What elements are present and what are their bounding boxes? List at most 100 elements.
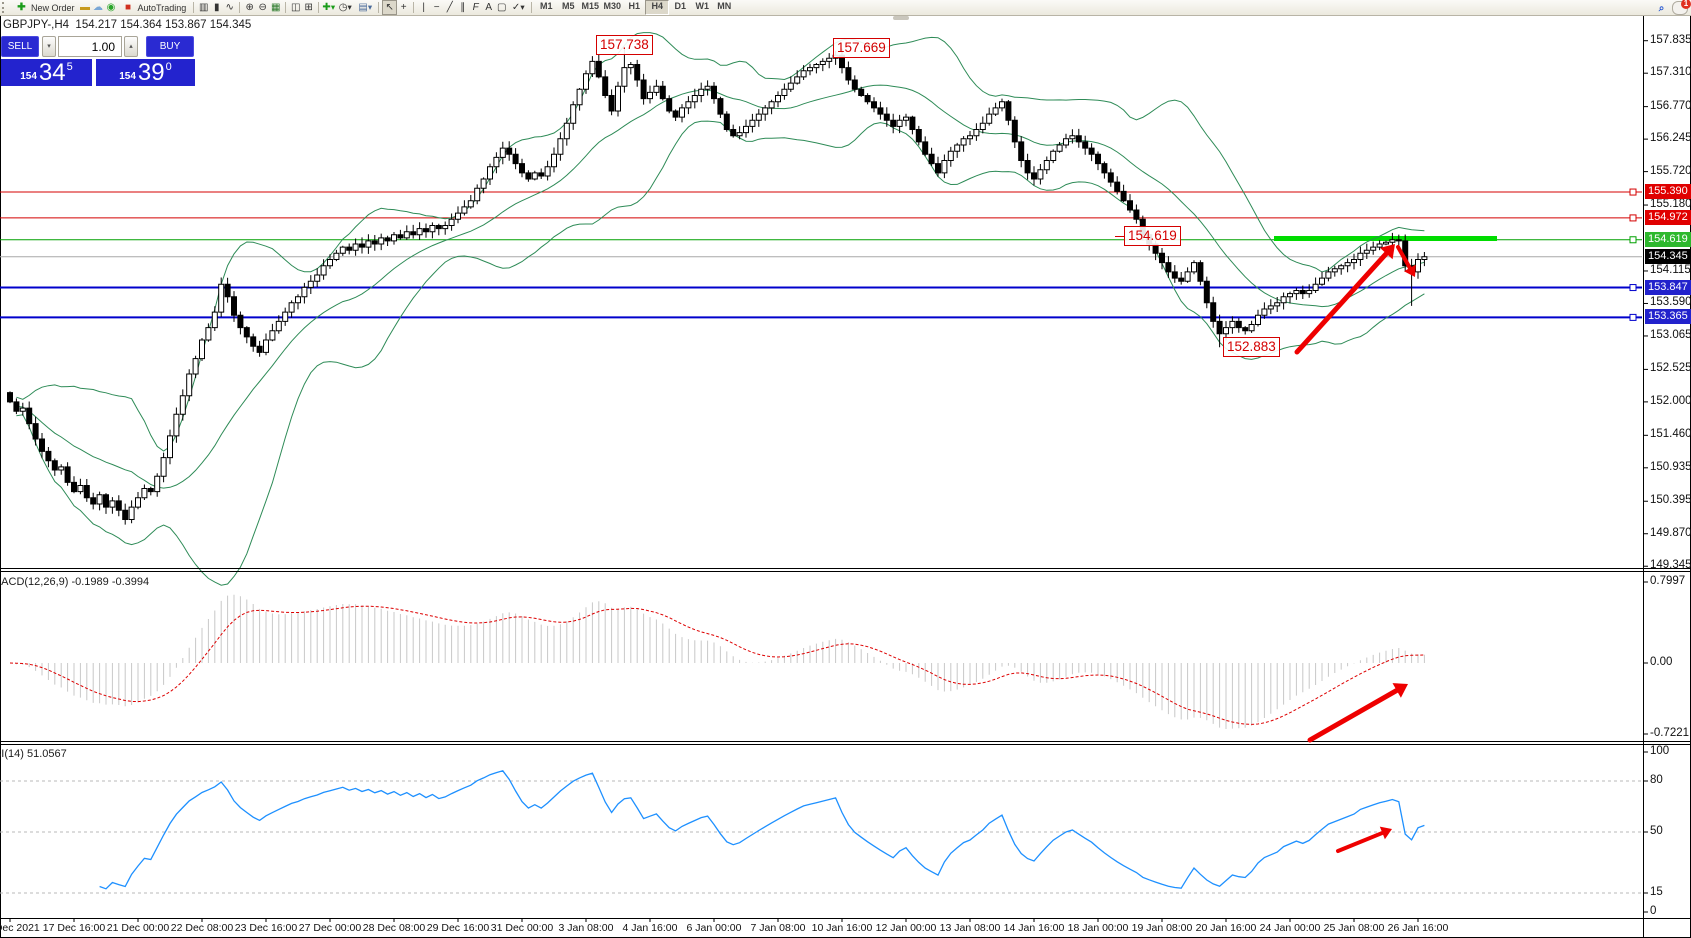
volume-increase-button[interactable]: ▴ <box>124 36 138 57</box>
arrows-tool-icon[interactable]: ✓▾ <box>511 2 525 13</box>
buy-quote-button[interactable]: 154 39 0 <box>96 59 195 86</box>
annotation-arrow <box>1307 687 1400 743</box>
price-callout[interactable]: 154.619 <box>1115 226 1181 246</box>
time-axis-label: 19 Jan 08:00 <box>1131 922 1193 934</box>
time-axis-label: 24 Jan 00:00 <box>1259 922 1321 934</box>
sell-price-main: 34 <box>38 59 66 86</box>
sell-quote-button[interactable]: 154 34 5 <box>1 59 92 86</box>
time-axis-label: 22 Dec 08:00 <box>170 922 234 934</box>
line-chart-icon[interactable]: ∿ <box>225 2 234 13</box>
cascade-windows-icon[interactable]: ⊞ <box>304 2 313 13</box>
autotrading-button[interactable]: ■ AutoTrading <box>118 1 191 14</box>
price-axis-label: 152.000 <box>1650 394 1691 407</box>
rsi-axis-label: 0 <box>1650 905 1657 917</box>
notifications-icon[interactable]: 1 <box>1672 0 1691 15</box>
timeframe-d1[interactable]: D1 <box>674 1 686 11</box>
new-order-button[interactable]: ✚ New Order <box>11 1 79 14</box>
timeframe-m1[interactable]: M1 <box>539 1 553 11</box>
text-tool-icon[interactable]: A <box>485 2 493 13</box>
deposit-icon[interactable]: ▬ <box>80 2 91 13</box>
bollinger-band <box>16 84 1425 489</box>
buy-price-main: 39 <box>137 59 165 86</box>
price-axis-label: 157.835 <box>1650 33 1691 46</box>
time-axis-label: 25 Jan 08:00 <box>1323 922 1385 934</box>
time-axis-label: 16 Dec 2021 <box>0 922 40 934</box>
time-axis-label: 6 Jan 00:00 <box>686 922 742 934</box>
candlestick-chart-icon[interactable]: ▮ <box>213 2 220 13</box>
bollinger-band <box>16 32 1425 452</box>
timeframe-m15[interactable]: M15 <box>581 1 599 11</box>
notification-count-badge: 1 <box>1681 0 1691 9</box>
timeframe-m30[interactable]: M30 <box>603 1 621 11</box>
window-drag-handle[interactable] <box>893 16 909 20</box>
channel-tool-icon[interactable]: ∥ <box>460 2 466 13</box>
sell-price-prefix: 154 <box>20 71 37 82</box>
hline-marker <box>1629 214 1637 222</box>
cursor-tool-icon[interactable]: ↖ <box>382 0 398 15</box>
time-axis-label: 14 Jan 16:00 <box>1003 922 1065 934</box>
autotrading-stop-icon: ■ <box>124 2 132 13</box>
time-axis-label: 31 Dec 00:00 <box>490 922 554 934</box>
signal-icon[interactable]: ◉ <box>106 2 116 13</box>
toolbar-separator <box>531 2 533 13</box>
toolbar-separator <box>378 2 380 13</box>
price-axis-label: 155.720 <box>1650 164 1691 177</box>
timeframe-w1[interactable]: W1 <box>695 1 709 11</box>
horizontal-line-tool-icon[interactable]: − <box>433 2 440 13</box>
toolbar-separator <box>193 2 195 13</box>
templates-icon[interactable]: ▤▾ <box>358 2 373 13</box>
timeframe-h4[interactable]: H4 <box>645 0 670 15</box>
price-callout[interactable]: 157.669 <box>833 38 890 58</box>
sell-button[interactable]: SELL <box>1 36 39 57</box>
price-callout[interactable]: 152.883 <box>1223 337 1280 357</box>
data-window-icon[interactable]: ▦ <box>270 2 281 13</box>
fibonacci-tool-icon[interactable]: F <box>472 2 479 13</box>
annotation-arrow-head <box>1404 264 1416 277</box>
zoom-in-icon[interactable]: ⊕ <box>245 2 254 13</box>
rsi-axis-label: 100 <box>1650 745 1670 757</box>
timeframe-mn[interactable]: MN <box>717 1 732 11</box>
toolbar-separator <box>413 2 415 13</box>
volume-input[interactable] <box>58 36 122 57</box>
rsi-line <box>99 770 1425 890</box>
time-axis-label: 21 Dec 00:00 <box>106 922 170 934</box>
time-axis-label: 28 Dec 08:00 <box>362 922 426 934</box>
toolbar-grip[interactable] <box>2 2 9 13</box>
price-axis-badge: 153.365 <box>1645 309 1691 325</box>
bar-chart-icon[interactable]: ▥ <box>198 2 209 13</box>
trendline-tool-icon[interactable]: ╱ <box>446 2 453 13</box>
timeframe-group: M1 M5 M15 M30 H1 H4 D1 W1 MN <box>535 0 735 15</box>
price-axis-badge: 154.972 <box>1645 209 1691 225</box>
autotrading-label: AutoTrading <box>137 2 187 13</box>
hline-marker <box>1629 284 1637 292</box>
price-axis-badge: 155.390 <box>1645 184 1691 200</box>
buy-price-prefix: 154 <box>119 71 136 82</box>
period-clock-icon[interactable]: ◷▾ <box>338 2 352 13</box>
sell-price-pipette: 5 <box>66 61 73 73</box>
buy-price-pipette: 0 <box>165 61 172 73</box>
label-tool-icon[interactable]: ▢ <box>496 2 507 13</box>
cloud-icon[interactable]: ☁ <box>93 2 104 13</box>
annotation-arrow <box>1396 245 1412 270</box>
price-callout[interactable]: 157.738 <box>596 35 653 55</box>
annotation-arrow <box>1294 251 1389 355</box>
timeframe-m5[interactable]: M5 <box>561 1 575 11</box>
volume-decrease-button[interactable]: ▾ <box>42 36 56 57</box>
crosshair-tool-icon[interactable]: + <box>400 2 407 13</box>
price-axis-badge: 154.345 <box>1645 248 1691 264</box>
vertical-line-tool-icon[interactable]: | <box>422 2 426 13</box>
buy-button[interactable]: BUY <box>146 36 194 57</box>
time-axis-label: 18 Jan 00:00 <box>1067 922 1129 934</box>
toolbar-separator <box>318 2 320 13</box>
macd-label: MACD(12,26,9) -0.1989 -0.3994 <box>0 576 150 588</box>
tile-windows-icon[interactable]: ◫ <box>290 2 301 13</box>
bollinger-band <box>16 120 1425 586</box>
search-icon[interactable]: ⌕ <box>1658 2 1665 14</box>
zoom-out-icon[interactable]: ⊖ <box>258 2 267 13</box>
timeframe-h1[interactable]: H1 <box>628 1 640 11</box>
time-axis-label: 3 Jan 08:00 <box>558 922 614 934</box>
price-axis-badge: 154.619 <box>1645 231 1691 247</box>
new-chart-icon[interactable]: ✚▾ <box>322 2 335 13</box>
annotation-arrow-head <box>1380 244 1395 260</box>
